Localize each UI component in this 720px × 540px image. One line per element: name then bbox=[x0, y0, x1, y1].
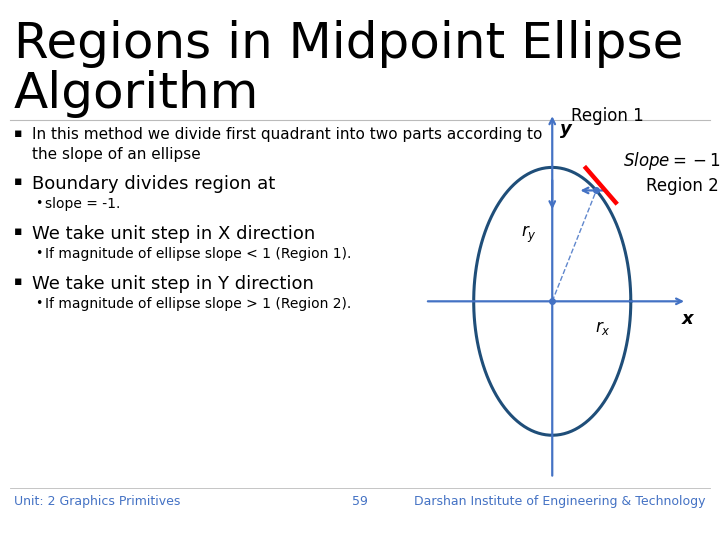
Text: We take unit step in Y direction: We take unit step in Y direction bbox=[32, 275, 314, 293]
Text: Region 1: Region 1 bbox=[571, 107, 644, 125]
Text: Darshan Institute of Engineering & Technology: Darshan Institute of Engineering & Techn… bbox=[415, 495, 706, 508]
Text: y: y bbox=[559, 120, 572, 138]
Text: If magnitude of ellipse slope < 1 (Region 1).: If magnitude of ellipse slope < 1 (Regio… bbox=[45, 247, 351, 261]
Text: ▪: ▪ bbox=[14, 275, 22, 288]
Text: •: • bbox=[35, 247, 42, 260]
Text: •: • bbox=[35, 297, 42, 310]
Text: Boundary divides region at: Boundary divides region at bbox=[32, 175, 275, 193]
Text: ▪: ▪ bbox=[14, 225, 22, 238]
Text: 59: 59 bbox=[352, 495, 368, 508]
Text: In this method we divide first quadrant into two parts according to: In this method we divide first quadrant … bbox=[32, 127, 542, 142]
Text: ▪: ▪ bbox=[14, 127, 22, 140]
Text: Region 2: Region 2 bbox=[646, 177, 719, 195]
Text: Unit: 2 Graphics Primitives: Unit: 2 Graphics Primitives bbox=[14, 495, 181, 508]
Text: $r_x$: $r_x$ bbox=[595, 319, 611, 336]
Text: Regions in Midpoint Ellipse: Regions in Midpoint Ellipse bbox=[14, 20, 683, 68]
Text: slope = -1.: slope = -1. bbox=[45, 197, 120, 211]
Text: the slope of an ellipse: the slope of an ellipse bbox=[32, 147, 201, 162]
Text: ▪: ▪ bbox=[14, 175, 22, 188]
Text: If magnitude of ellipse slope > 1 (Region 2).: If magnitude of ellipse slope > 1 (Regio… bbox=[45, 297, 351, 311]
Text: We take unit step in X direction: We take unit step in X direction bbox=[32, 225, 315, 243]
Text: x: x bbox=[681, 310, 693, 328]
Text: $r_y$: $r_y$ bbox=[521, 224, 537, 245]
Text: $\mathit{Slope}=-1$: $\mathit{Slope}=-1$ bbox=[624, 150, 720, 172]
Text: •: • bbox=[35, 197, 42, 210]
Text: Algorithm: Algorithm bbox=[14, 70, 259, 118]
